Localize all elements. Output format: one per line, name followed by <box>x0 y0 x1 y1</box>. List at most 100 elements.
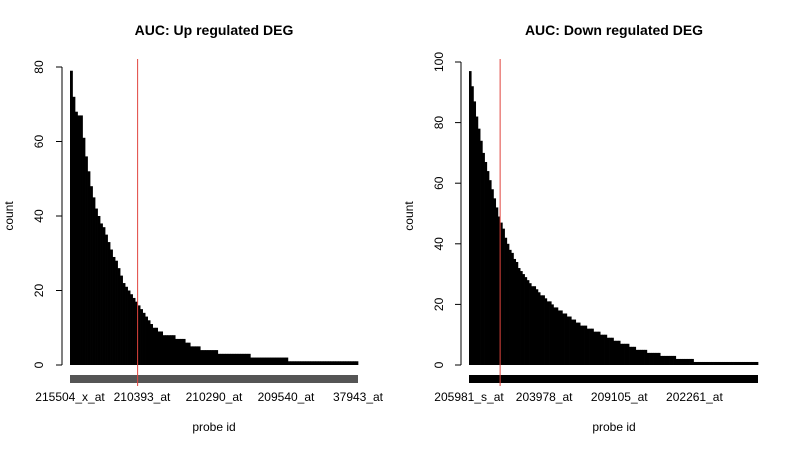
bar <box>573 319 577 365</box>
bar <box>252 357 256 365</box>
bar <box>257 357 261 365</box>
bar-series <box>469 71 759 366</box>
y-tick-label: 0 <box>432 361 446 368</box>
bar <box>755 361 759 365</box>
bar <box>695 361 699 365</box>
bar <box>290 361 294 365</box>
y-axis: 0 20 40 60 80 100 <box>432 52 462 368</box>
bar <box>255 357 259 365</box>
bar <box>537 292 541 365</box>
bar <box>302 361 306 365</box>
bar <box>282 357 286 365</box>
bar <box>137 305 141 365</box>
bar <box>207 350 211 365</box>
bar <box>471 86 474 366</box>
bar <box>626 343 630 365</box>
x-axis-label: probe id <box>192 420 235 434</box>
y-tick-label: 100 <box>432 52 446 72</box>
bar <box>506 243 510 365</box>
x-tick-label: 209540_at <box>258 390 315 404</box>
bar <box>502 228 505 365</box>
bar <box>702 361 705 365</box>
bar <box>342 361 346 365</box>
bar <box>100 223 103 365</box>
y-tick-label: 40 <box>432 237 446 251</box>
bar <box>717 361 721 365</box>
bar <box>97 216 101 365</box>
bar <box>250 357 254 365</box>
bar <box>724 361 728 365</box>
bar <box>511 252 514 365</box>
bar <box>486 171 490 365</box>
bar <box>242 353 246 365</box>
bar <box>322 361 326 365</box>
bar <box>611 337 614 365</box>
bar <box>72 96 76 366</box>
bar <box>132 297 136 365</box>
bar <box>557 310 561 365</box>
bar <box>529 283 532 365</box>
bar <box>677 358 681 365</box>
bar <box>637 349 641 365</box>
bar <box>515 261 519 365</box>
bar <box>475 116 479 365</box>
bar <box>347 361 351 365</box>
bar <box>330 361 334 365</box>
bar <box>227 353 231 365</box>
bar <box>335 361 339 365</box>
bar <box>589 328 592 365</box>
y-tick-label: 20 <box>32 284 46 298</box>
bar <box>285 357 289 365</box>
bar <box>520 271 523 365</box>
bar <box>340 361 344 365</box>
bar <box>604 334 608 365</box>
bar <box>317 361 321 365</box>
x-tick-label: 203978_at <box>516 390 573 404</box>
bar <box>272 357 276 365</box>
bar <box>664 355 668 365</box>
bar <box>622 343 625 365</box>
bar <box>609 337 612 365</box>
bar <box>350 361 354 365</box>
bar <box>295 361 299 365</box>
bar <box>202 350 206 365</box>
y-axis-label: count <box>402 201 416 231</box>
probe-strip <box>70 375 358 383</box>
bar <box>517 268 521 365</box>
bar <box>524 277 528 365</box>
bar <box>217 353 221 365</box>
bar <box>642 349 645 365</box>
bar <box>215 350 219 365</box>
y-tick-label: 80 <box>32 60 46 74</box>
bar <box>265 357 269 365</box>
bar <box>542 295 545 365</box>
bar <box>267 357 271 365</box>
bar <box>277 357 281 365</box>
bar <box>500 222 503 365</box>
bar <box>631 346 634 365</box>
bar <box>287 361 291 365</box>
bar <box>315 361 319 365</box>
bar <box>742 361 746 365</box>
bar <box>305 361 309 365</box>
bar <box>237 353 241 365</box>
bar <box>235 353 239 365</box>
bar <box>127 290 131 365</box>
chart-title: AUC: Down regulated DEG <box>525 22 703 38</box>
bar <box>491 189 494 365</box>
bar <box>275 357 279 365</box>
bar <box>706 361 710 365</box>
bar <box>635 349 639 365</box>
bar <box>95 208 98 365</box>
bar <box>200 350 204 365</box>
bar <box>112 256 116 365</box>
bar <box>533 286 537 365</box>
bar <box>77 115 81 365</box>
bar <box>657 352 661 365</box>
bar <box>185 342 189 365</box>
y-tick-label: 20 <box>432 297 446 311</box>
x-tick-labels: 205981_s_at 203978_at 209105_at 202261_at <box>434 390 723 404</box>
bar <box>107 242 111 365</box>
bar <box>693 361 697 365</box>
